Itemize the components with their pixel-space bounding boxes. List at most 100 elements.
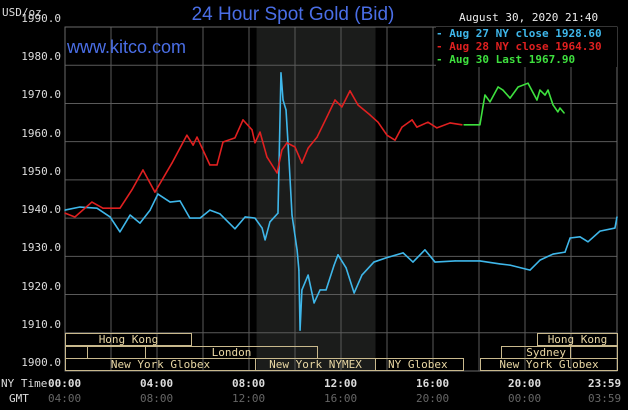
session-ny-globex-2: NY Globex — [375, 358, 464, 371]
data-point — [269, 221, 271, 223]
data-point — [484, 94, 486, 96]
y-tick-label: 1990.0 — [21, 12, 61, 25]
data-point — [454, 260, 456, 262]
ny-time-tick: 23:59 — [588, 377, 622, 390]
data-point — [277, 212, 279, 214]
y-tick-label: 1980.0 — [21, 50, 61, 64]
session-ny-nymex: New York NYMEX — [255, 358, 376, 371]
data-point — [599, 230, 601, 232]
gmt-time-tick: 04:00 — [48, 392, 82, 405]
data-point — [254, 142, 256, 144]
ny-time-tick: 16:00 — [416, 377, 450, 390]
data-point — [186, 134, 188, 136]
data-point — [216, 164, 218, 166]
data-point — [109, 216, 111, 218]
y-tick-label: 1940.0 — [21, 203, 61, 217]
data-point — [313, 302, 315, 304]
data-point — [337, 254, 339, 256]
data-point — [171, 162, 173, 164]
ny-time-tick: 20:00 — [508, 377, 542, 390]
data-point — [64, 212, 66, 214]
data-point — [264, 239, 266, 241]
data-point — [64, 209, 66, 211]
data-point — [199, 217, 201, 219]
data-point — [527, 82, 529, 84]
data-point — [294, 146, 296, 148]
gmt-time-tick: 20:00 — [416, 392, 450, 405]
legend-item-aug28: - Aug 28 NY close 1964.30 — [436, 40, 602, 53]
gmt-time-tick: 12:00 — [232, 392, 266, 405]
data-point — [259, 131, 261, 133]
data-point — [539, 89, 541, 91]
ny-time-tick: 12:00 — [324, 377, 358, 390]
y-tick-label: 1950.0 — [21, 164, 61, 178]
y-tick-label: 1900.0 — [21, 356, 61, 369]
data-point — [251, 129, 253, 131]
data-point — [497, 86, 499, 88]
data-point — [563, 112, 565, 114]
data-point — [401, 126, 403, 128]
data-point — [234, 137, 236, 139]
timestamp: August 30, 2020 21:40 — [459, 11, 599, 24]
data-point — [539, 259, 541, 261]
data-point — [282, 99, 284, 101]
data-point — [74, 216, 76, 218]
series-line-0 — [64, 72, 618, 331]
data-point — [559, 107, 561, 109]
legend-item-aug30: - Aug 30 Last 1967.90 — [436, 53, 576, 66]
data-point — [325, 289, 327, 291]
data-point — [536, 99, 538, 101]
session-ny-globex: New York Globex — [65, 358, 256, 371]
data-point — [154, 191, 156, 193]
plot-border — [64, 26, 618, 372]
data-point — [499, 263, 501, 265]
data-point — [434, 261, 436, 263]
data-point — [169, 201, 171, 203]
data-point — [334, 99, 336, 101]
data-point — [353, 292, 355, 294]
legend: - Aug 27 NY close 1928.60 - Aug 28 NY cl… — [436, 27, 617, 67]
ny-time-tick: 08:00 — [232, 377, 266, 390]
data-point — [333, 264, 335, 266]
data-point — [463, 124, 465, 126]
data-point — [131, 189, 133, 191]
data-point — [529, 269, 531, 271]
data-point — [579, 236, 581, 238]
session-ny-globex-3: New York Globex — [480, 358, 618, 371]
data-point — [222, 141, 224, 143]
data-point — [482, 106, 484, 108]
data-point — [209, 164, 211, 166]
data-point — [142, 169, 144, 171]
data-point — [547, 89, 549, 91]
ny-time-tick: 00:00 — [48, 377, 82, 390]
data-point — [261, 227, 263, 229]
data-point — [557, 111, 559, 113]
data-point — [189, 217, 191, 219]
data-point — [509, 264, 511, 266]
data-point — [385, 257, 387, 259]
data-point — [192, 144, 194, 146]
data-point — [479, 124, 481, 126]
chart-title: 24 Hour Spot Gold (Bid) — [191, 4, 395, 25]
data-point — [307, 274, 309, 276]
data-point — [587, 241, 589, 243]
data-point — [157, 193, 159, 195]
data-point — [357, 104, 359, 106]
legend-item-aug27: - Aug 27 NY close 1928.60 — [436, 27, 602, 40]
data-point — [502, 89, 504, 91]
unit-label: USD/oz — [2, 6, 42, 19]
data-point — [424, 249, 426, 251]
data-point — [552, 253, 554, 255]
data-point — [119, 207, 121, 209]
data-point — [291, 214, 293, 216]
gmt-time-tick: 00:00 — [508, 392, 542, 405]
data-point — [461, 124, 463, 126]
data-point — [564, 251, 566, 253]
data-point — [373, 261, 375, 263]
data-point — [614, 227, 616, 229]
data-point — [341, 106, 343, 108]
data-point — [296, 249, 298, 251]
gmt-time-tick: 16:00 — [324, 392, 358, 405]
data-point — [91, 201, 93, 203]
data-point — [544, 94, 546, 96]
